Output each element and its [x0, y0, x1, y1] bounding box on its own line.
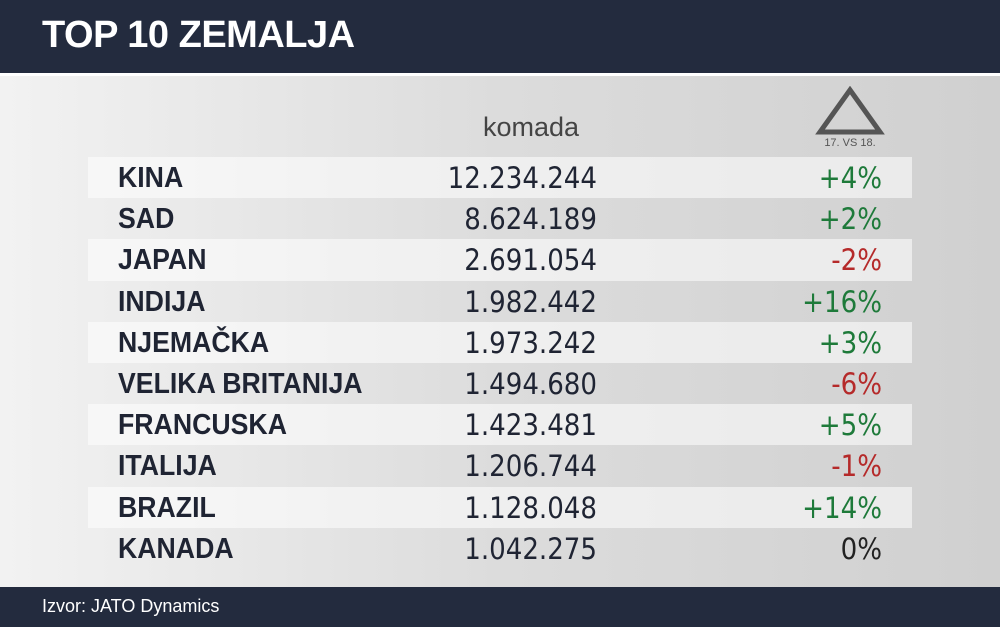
change: +4%: [818, 161, 882, 195]
change: +3%: [818, 325, 882, 360]
units-sold: 1.128.048: [464, 490, 597, 525]
change: -1%: [831, 449, 882, 484]
title: TOP 10 ZEMALJA: [42, 14, 355, 56]
country: VELIKA BRITANIJA: [118, 367, 363, 400]
table-row: FRANCUSKA 1.423.481 +5%: [88, 404, 912, 446]
table-row: ITALIJA 1.206.744 -1%: [88, 445, 912, 486]
header: TOP 10 ZEMALJA: [0, 0, 1000, 76]
units-sold: 1.494.680: [464, 366, 597, 401]
column-header: 17. VS 18.: [824, 137, 875, 149]
triangle: [815, 86, 885, 135]
delta-icon: 17. VS 18.: [815, 86, 885, 149]
units-sold: 1.973.242: [464, 325, 597, 360]
units-sold: 1.423.481: [464, 408, 597, 443]
units-sold: 12.234.244: [447, 161, 597, 195]
units-sold: 2.691.054: [464, 243, 597, 278]
footer: Izvor: JATO Dynamics: [0, 587, 1000, 627]
table-row: SAD 8.624.189 +2%: [88, 198, 912, 239]
change: 0%: [840, 531, 882, 566]
source: Izvor: JATO Dynamics: [42, 596, 220, 616]
change: +2%: [818, 202, 882, 237]
country: SAD: [118, 203, 175, 236]
country: INDIJA: [118, 285, 206, 318]
country: KINA: [118, 162, 184, 194]
country: ITALIJA: [118, 450, 217, 483]
change: +16%: [802, 284, 882, 319]
change: +14%: [802, 490, 882, 525]
change: -6%: [831, 366, 882, 401]
table-row: NJEMAČKA 1.973.242 +3%: [88, 321, 912, 363]
table-row: BRAZIL 1.128.048 +14%: [88, 486, 912, 528]
units-sold: 1.206.744: [464, 449, 597, 484]
country: BRAZIL: [118, 491, 216, 524]
table-row: KANADA 1.042.275 0%: [88, 528, 912, 569]
column-header: komada: [483, 112, 580, 142]
country: KANADA: [118, 532, 234, 565]
table-row: JAPAN 2.691.054 -2%: [88, 239, 912, 281]
units-sold: 1.042.275: [464, 531, 597, 566]
change: +5%: [818, 408, 882, 443]
table-row: VELIKA BRITANIJA 1.494.680 -6%: [88, 363, 912, 404]
country: NJEMAČKA: [118, 326, 270, 359]
units-sold: 8.624.189: [464, 202, 597, 237]
table: KINA 12.234.244 +4% SAD 8.624.189 +2% JAPAN 2.6…: [88, 157, 912, 569]
country: JAPAN: [118, 244, 207, 277]
units-sold: 1.982.442: [464, 284, 597, 319]
country: FRANCUSKA: [118, 409, 287, 442]
change: -2%: [831, 243, 882, 278]
table-row: INDIJA 1.982.442 +16%: [88, 281, 912, 322]
table-row: KINA 12.234.244 +4%: [88, 157, 912, 199]
